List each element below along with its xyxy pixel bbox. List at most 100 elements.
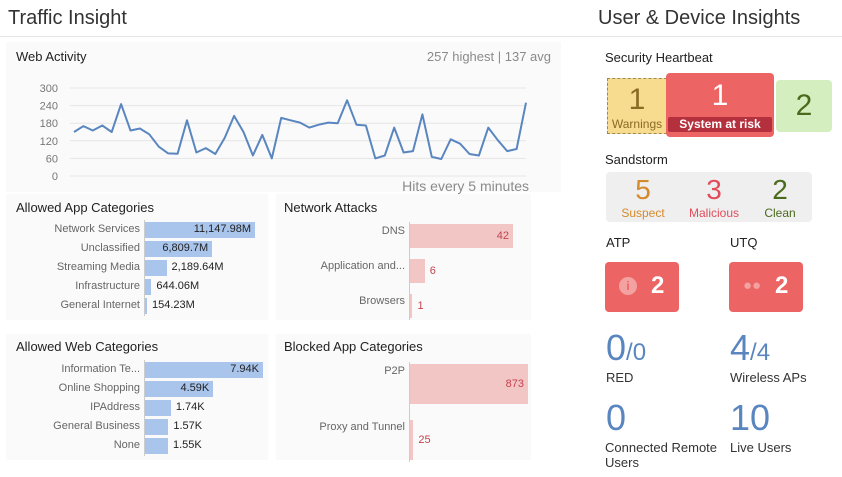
sandstorm-malicious[interactable]: 3 Malicious — [682, 174, 746, 220]
heartbeat-risk-tile[interactable]: 1 System at risk — [666, 73, 774, 137]
wireless-aps-count[interactable]: 4/4 — [730, 328, 770, 373]
bar — [410, 294, 413, 318]
sandstorm-panel: 5 Suspect 3 Malicious 2 Clean — [606, 172, 812, 222]
heartbeat-warnings-count: 1 — [628, 83, 646, 116]
bar-row[interactable]: Browsers 1 — [276, 294, 531, 318]
heartbeat-ok-count: 2 — [795, 89, 813, 122]
bar-row[interactable]: Infrastructure 644.06M — [6, 279, 268, 295]
atp-button[interactable]: i 2 — [605, 262, 679, 312]
y-tick-label: 120 — [40, 136, 58, 148]
bar — [145, 298, 147, 314]
sandstorm-clean-count: 2 — [772, 174, 788, 205]
bar-label: Application and... — [320, 260, 405, 272]
heartbeat-ok-tile[interactable]: 2 — [776, 80, 832, 132]
heartbeat-warnings-tile[interactable]: 1 Warnings — [607, 78, 667, 134]
heartbeat-risk-label: System at risk — [668, 117, 772, 132]
bar-row[interactable]: None 1.55K — [6, 438, 268, 454]
y-tick-label: 180 — [40, 118, 58, 130]
bar-value: 6 — [429, 264, 436, 277]
bar — [145, 400, 171, 416]
wireless-value: 4 — [730, 327, 751, 368]
traffic-insight-title: Traffic Insight — [8, 7, 127, 29]
allowed-web-categories-title: Allowed Web Categories — [16, 339, 159, 354]
sandstorm-clean[interactable]: 2 Clean — [756, 174, 804, 220]
y-tick-label: 60 — [46, 153, 58, 165]
utq-title: UTQ — [730, 235, 758, 250]
bar — [145, 419, 169, 435]
bar-row[interactable]: DNS 42 — [276, 224, 531, 248]
bar-value: 1 — [417, 299, 424, 312]
bar-label: Streaming Media — [56, 261, 140, 273]
bar-value: 7.94K — [230, 363, 259, 375]
bar — [145, 381, 214, 397]
bar-axis — [144, 220, 145, 316]
bar-axis — [409, 362, 410, 462]
bar — [145, 279, 152, 295]
bar-label: General Internet — [60, 299, 141, 311]
bar-value: 154.23M — [152, 299, 195, 311]
bar-label: None — [113, 439, 140, 451]
bar-row[interactable]: Application and... 6 — [276, 259, 531, 283]
web-activity-title: Web Activity — [16, 49, 87, 64]
red-value: 0 — [606, 327, 627, 368]
bar — [145, 260, 167, 276]
network-attacks-panel: Network Attacks DNS 42 Application and... 6… — [276, 194, 531, 320]
sandstorm-title: Sandstorm — [605, 152, 668, 167]
bar-row[interactable]: IPAddress 1.74K — [6, 400, 268, 416]
bar-value: 25 — [418, 433, 431, 446]
bar-axis — [144, 360, 145, 456]
bar-row[interactable]: Information Te... 7.94K — [6, 362, 268, 378]
bar-label: Online Shopping — [58, 382, 140, 394]
bar — [410, 224, 513, 248]
bar-row[interactable]: Proxy and Tunnel 25 — [276, 420, 531, 460]
bar-label: Unclassified — [80, 242, 140, 254]
sandstorm-clean-label: Clean — [764, 206, 796, 220]
allowed-app-categories-title: Allowed App Categories — [16, 200, 155, 215]
red-total: /0 — [626, 339, 647, 366]
red-count[interactable]: 0/0 — [606, 328, 646, 373]
web-activity-stats: 257 highest | 137 avg — [426, 49, 551, 64]
bar-row[interactable]: P2P 873 — [276, 364, 531, 404]
web-activity-panel: Web Activity 257 highest | 137 avg 300 24… — [6, 42, 561, 194]
remote-users-count[interactable]: 0 — [606, 397, 627, 438]
bar-row[interactable]: Online Shopping 4.59K — [6, 381, 268, 397]
bar — [410, 420, 414, 460]
bar-row[interactable]: Streaming Media 2,189.64M — [6, 260, 268, 276]
y-tick-label: 300 — [40, 83, 58, 95]
live-users-count[interactable]: 10 — [730, 397, 771, 438]
header-divider — [0, 36, 842, 37]
bar-value: 1.74K — [175, 401, 205, 413]
web-activity-interval: Hits every 5 minutes — [402, 178, 529, 194]
bar-row[interactable]: General Internet 154.23M — [6, 298, 268, 314]
bar-label: P2P — [384, 365, 405, 377]
allowed-web-categories-panel: Allowed Web Categories Information Te...… — [6, 334, 268, 460]
bar-value: 42 — [496, 229, 509, 242]
heartbeat-risk-count: 1 — [711, 79, 729, 112]
y-tick-label: 0 — [52, 171, 58, 182]
user-device-insights-title: User & Device Insights — [598, 7, 801, 29]
utq-button[interactable]: ●● 2 — [729, 262, 803, 312]
web-activity-series-line — [73, 99, 527, 160]
wireless-aps-label: Wireless APs — [730, 370, 807, 385]
y-tick-label: 240 — [40, 101, 58, 113]
blocked-app-categories-panel: Blocked App Categories P2P 873 Proxy and T… — [276, 334, 531, 462]
sandstorm-malicious-label: Malicious — [688, 206, 739, 220]
bar-value: 1.55K — [173, 439, 202, 451]
bar-row[interactable]: Network Services 11,147.98M — [6, 222, 268, 238]
bar-row[interactable]: Unclassified 6,809.7M — [6, 241, 268, 257]
bar — [410, 364, 528, 404]
red-label: RED — [606, 370, 634, 385]
bar-value: 1.57K — [173, 420, 203, 432]
bar-value: 2,189.64M — [171, 261, 224, 273]
bar-value: 4.59K — [180, 382, 210, 394]
sandstorm-suspect-count: 5 — [635, 174, 651, 205]
sandstorm-suspect[interactable]: 5 Suspect — [614, 174, 672, 220]
live-users-label: Live Users — [730, 440, 792, 455]
bar — [410, 259, 425, 283]
bar-row[interactable]: General Business 1.57K — [6, 419, 268, 435]
bar-label: Proxy and Tunnel — [319, 421, 405, 433]
atp-title: ATP — [606, 235, 631, 250]
sandstorm-malicious-count: 3 — [706, 174, 722, 205]
bar-label: DNS — [381, 225, 405, 237]
bar-axis — [409, 222, 410, 320]
